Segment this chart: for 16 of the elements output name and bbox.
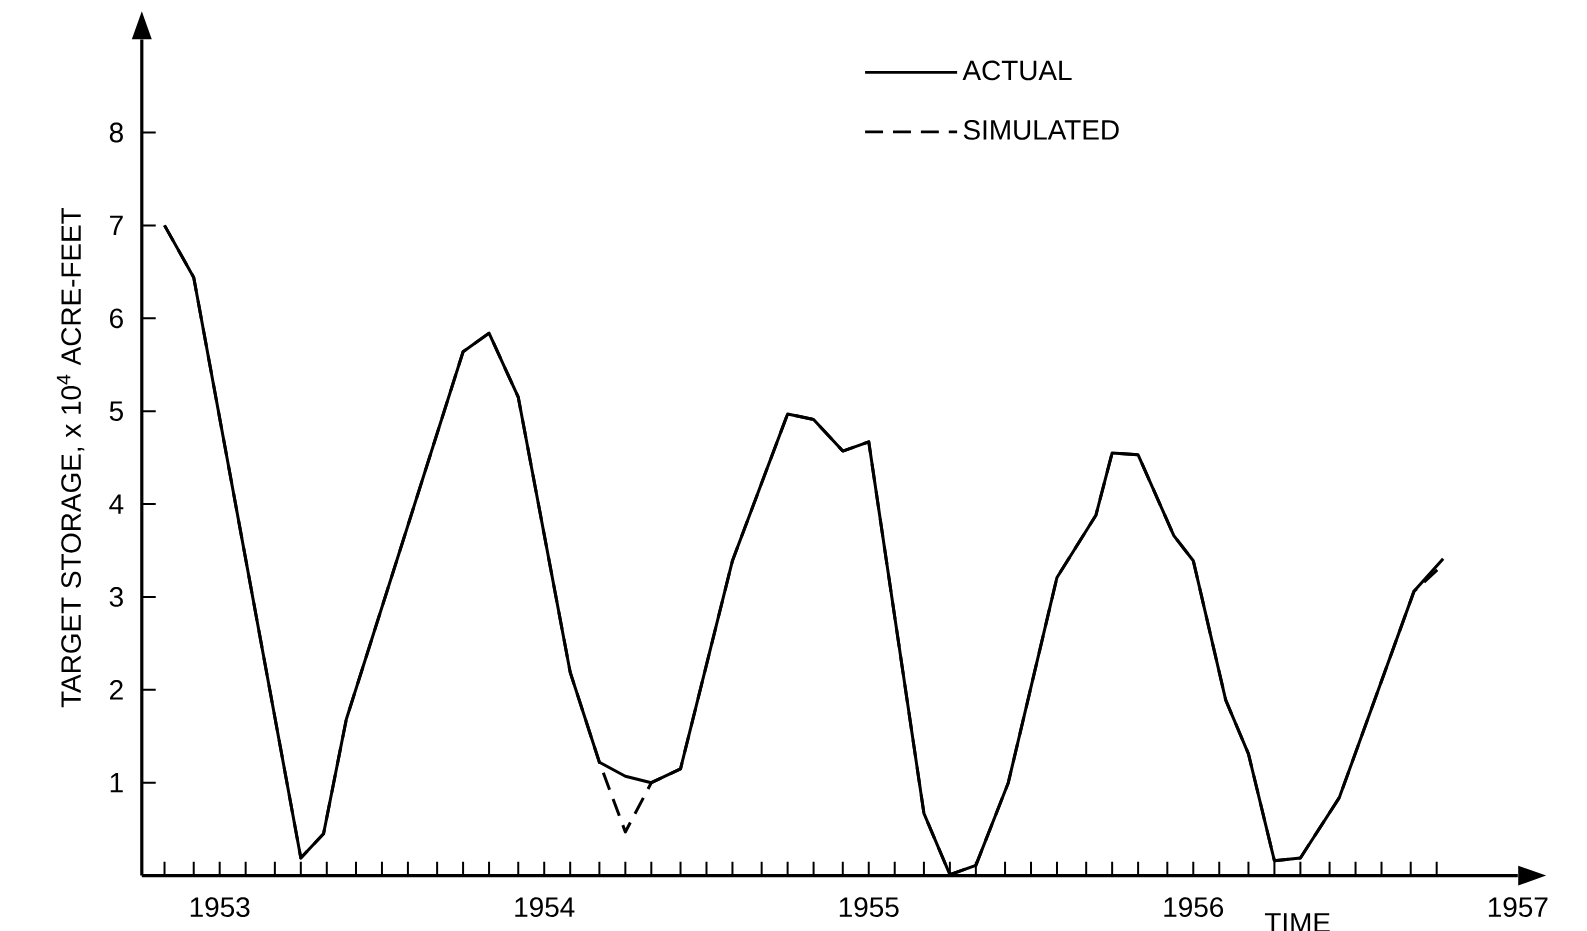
y-tick-label: 8 (109, 122, 123, 143)
legend-label: SIMULATED (963, 120, 1119, 140)
legend-label: ACTUAL (962, 60, 1072, 81)
y-tick-label: 1 (110, 773, 123, 793)
x-tick-label: 1954 (515, 897, 575, 918)
x-tick-label: 1956 (1164, 897, 1224, 918)
x-tick-label: 1955 (839, 897, 899, 918)
y-tick-label: 2 (110, 680, 123, 700)
x-tick-label: 1957 (1488, 897, 1548, 918)
y-tick-label: 4 (109, 494, 124, 514)
y-tick-label: 7 (110, 215, 123, 235)
y-tick-label: 5 (109, 401, 123, 421)
y-tick-label: 6 (110, 308, 123, 329)
y-axis-title: TARGET STORAGE, x 10$^{4}$ ACRE-FEET (56, 207, 85, 708)
y-tick-label: 3 (109, 587, 123, 607)
x-tick-label: 1953 (190, 897, 250, 918)
